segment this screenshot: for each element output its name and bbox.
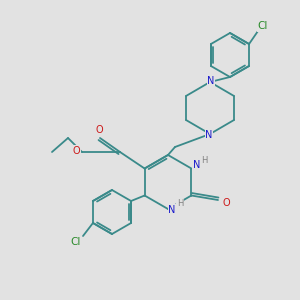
- Text: O: O: [72, 146, 80, 156]
- Text: N: N: [207, 76, 215, 86]
- Text: N: N: [168, 205, 176, 215]
- Text: N: N: [205, 130, 213, 140]
- Text: O: O: [95, 125, 103, 135]
- Text: H: H: [201, 156, 208, 165]
- Text: N: N: [193, 160, 200, 170]
- Text: H: H: [177, 200, 183, 208]
- Text: Cl: Cl: [258, 21, 268, 31]
- Text: O: O: [222, 198, 230, 208]
- Text: Cl: Cl: [71, 237, 81, 247]
